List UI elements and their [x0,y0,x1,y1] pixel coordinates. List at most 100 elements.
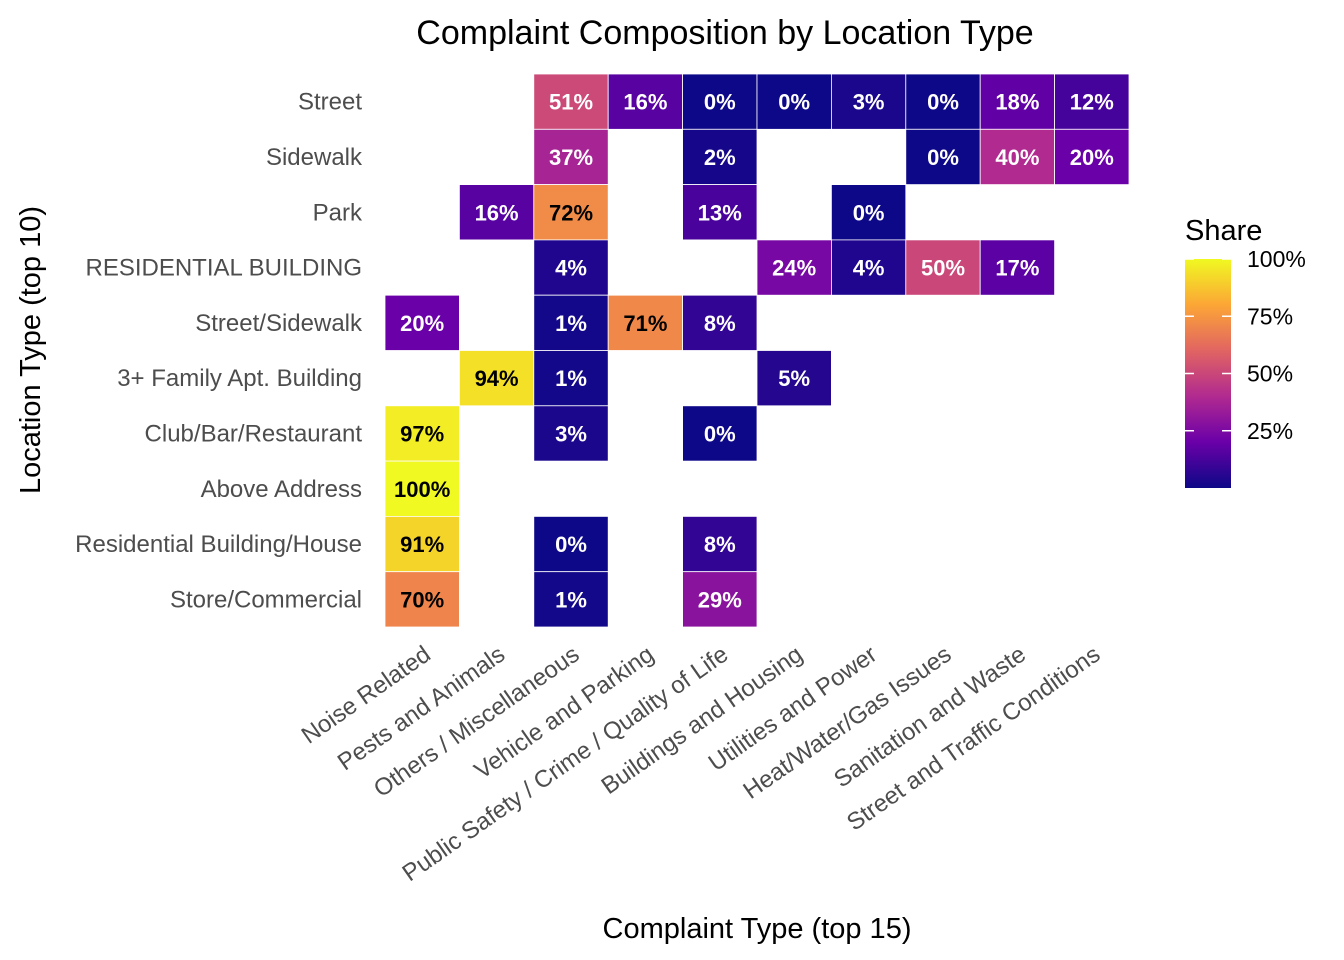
heatmap-cell-label: 24% [772,256,816,281]
heatmap-cell-label: 29% [698,587,742,612]
heatmap-cell-rect [533,516,609,573]
heatmap-cell-park-utilities-and-power: 0% [831,184,907,241]
heatmap-cell-rect [682,294,758,351]
heatmap-cell-rect [607,73,684,130]
heatmap-cell-rect [682,128,758,186]
y-axis-tick-labels: Street Sidewalk Park RESIDENTIAL BUILDING St… [75,89,363,614]
heatmap-cell-rect [533,184,609,241]
heatmap-cell-rect [682,516,758,573]
heatmap-cell-park-others-miscellaneous: 72% [533,184,609,241]
legend-tick-label: 25% [1247,418,1293,444]
heatmap-cell-sidewalk-public-safety-crime-quality-of-life: 2% [682,128,758,186]
y-tick-street-sidewalk: Street/Sidewalk [195,310,363,337]
heatmap-cell-label: 1% [555,587,587,612]
heatmap-cell-rect [458,184,535,241]
heatmap-cell-street-public-safety-crime-quality-of-life: 0% [682,73,758,130]
heatmap-cell-label: 50% [921,256,965,281]
heatmap-cell-residential-building-house-public-safety-crime-quality-of-life: 8% [682,516,758,573]
heatmap-cell-rect [458,350,535,407]
heatmap-cell-street-others-miscellaneous: 51% [533,73,609,130]
x-axis-title: Complaint Type (top 15) [603,913,912,945]
legend-title: Share [1185,215,1262,247]
heatmap-cell-label: 0% [927,90,959,115]
heatmap-cell-label: 16% [475,200,519,225]
heatmap-cell-label: 71% [623,311,667,336]
heatmap-cell-rect [756,350,832,407]
heatmap-cell-above-address-noise-related: 100% [384,460,460,517]
heatmap-cell-rect [384,294,460,351]
heatmap-cell-street-sidewalk-others-miscellaneous: 1% [533,294,609,351]
heatmap-cell-residential-building-utilities-and-power: 4% [831,239,907,296]
heatmap-cell-label: 91% [400,532,444,557]
heatmap-cell-street-utilities-and-power: 3% [831,73,907,130]
heatmap-cell-street-sanitation-and-waste: 18% [979,73,1056,130]
heatmap-cell-sidewalk-street-and-traffic-conditions: 20% [1054,128,1130,186]
heatmap-cell-street-heat-water-gas-issues: 0% [905,73,981,130]
y-tick-above-address: Above Address [201,476,362,503]
heatmap-cell-label: 0% [853,200,885,225]
heatmap-cell-park-pests-and-animals: 16% [458,184,535,241]
heatmap-cell-rect [533,350,609,407]
legend-tick-label: 75% [1247,303,1293,329]
heatmap-cell-residential-building-buildings-and-housing: 24% [756,239,832,296]
heatmap-cell-label: 0% [778,90,810,115]
heatmap-cell-rect [1054,128,1130,186]
heatmap-cell-rect [905,73,981,130]
heatmap-cell-rect [831,239,907,296]
heatmap-cell-rect [905,239,981,296]
heatmap-cell-rect [533,73,609,130]
heatmap-cell-street-street-and-traffic-conditions: 12% [1054,73,1130,130]
heatmap-cell-label: 20% [400,311,444,336]
heatmap-cell-label: 8% [704,311,736,336]
heatmap-cell-sidewalk-heat-water-gas-issues: 0% [905,128,981,186]
heatmap-cell-label: 5% [778,366,810,391]
chart-title: Complaint Composition by Location Type [416,14,1033,52]
heatmap-cell-street-sidewalk-noise-related: 20% [384,294,460,351]
y-tick-park: Park [313,199,363,226]
y-tick-sidewalk: Sidewalk [266,144,363,171]
legend-tick-label: 100% [1247,246,1306,272]
heatmap-cell-label: 4% [853,256,885,281]
legend-tick-label: 50% [1247,361,1293,387]
heatmap-cell-rect [682,405,758,462]
heatmap-cell-park-public-safety-crime-quality-of-life: 13% [682,184,758,241]
heatmap-cell-3-family-apt-building-buildings-and-housing: 5% [756,350,832,407]
heatmap-cell-rect [607,294,684,351]
heatmap-cell-label: 51% [549,90,593,115]
heatmap-cell-rect [756,239,832,296]
heatmap-cell-label: 0% [704,90,736,115]
heatmap-cell-rect [1054,73,1130,130]
heatmap-cell-street-sidewalk-vehicle-and-parking: 71% [607,294,684,351]
heatmap-cell-label: 3% [555,421,587,446]
heatmap-cell-street-sidewalk-public-safety-crime-quality-of-life: 8% [682,294,758,351]
legend-ticks: 100% 75% 50% 25% [1185,246,1306,444]
heatmap-cell-store-commercial-public-safety-crime-quality-of-life: 29% [682,571,758,628]
heatmap-cell-label: 70% [400,587,444,612]
heatmap-cell-label: 100% [394,477,450,502]
heatmap-cell-rect [533,405,609,462]
heatmap-cell-label: 40% [995,145,1039,170]
heatmap-cell-residential-building-house-noise-related: 91% [384,516,460,573]
y-tick-street: Street [298,89,362,116]
heatmap-cell-rect [979,239,1056,296]
heatmap-cell-club-bar-restaurant-public-safety-crime-quality-of-life: 0% [682,405,758,462]
heatmap-cell-rect [831,184,907,241]
y-tick-residential-building: RESIDENTIAL BUILDING [85,255,362,282]
heatmap-cell-rect [682,73,758,130]
heatmap-cell-street-vehicle-and-parking: 16% [607,73,684,130]
heatmap-cell-residential-building-house-others-miscellaneous: 0% [533,516,609,573]
heatmap-cell-club-bar-restaurant-others-miscellaneous: 3% [533,405,609,462]
y-tick-club-bar-restaurant: Club/Bar/Restaurant [145,420,363,447]
heatmap-cell-label: 72% [549,200,593,225]
heatmap-cell-rect [384,571,460,628]
y-tick-3-family-apt-building: 3+ Family Apt. Building [117,365,362,392]
heatmap-cell-rect [384,405,460,462]
heatmap-cell-label: 17% [995,256,1039,281]
heatmap-cell-residential-building-others-miscellaneous: 4% [533,239,609,296]
heatmap-cell-label: 0% [704,421,736,446]
legend: Share 100% 75% 50% 25% [1185,215,1306,488]
heatmap-cell-residential-building-heat-water-gas-issues: 50% [905,239,981,296]
heatmap-cell-sidewalk-others-miscellaneous: 37% [533,128,609,186]
